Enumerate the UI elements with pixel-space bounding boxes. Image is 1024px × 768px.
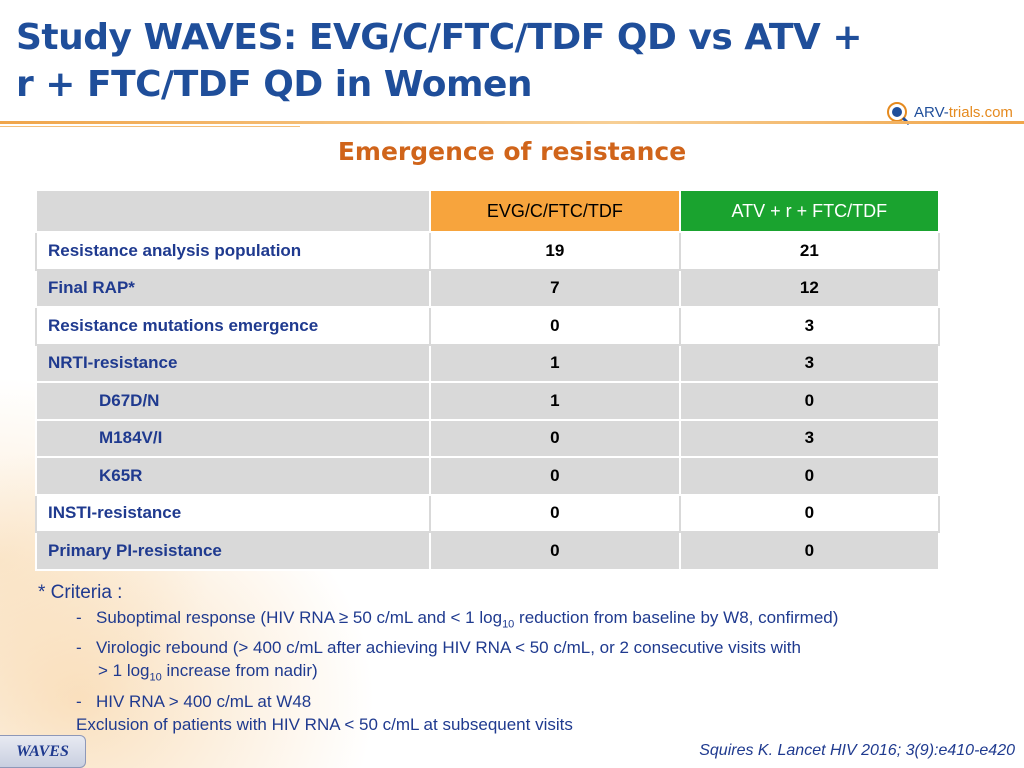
table-row: Resistance analysis population 19 21 [34, 231, 941, 271]
criteria-item: - HIV RNA > 400 c/mL at W48 [38, 690, 998, 713]
evg-value: 0 [429, 531, 681, 571]
criteria-text-continued: > 1 log10 increase from nadir) [98, 661, 318, 684]
evg-value: 0 [429, 456, 681, 496]
logo-text: ARV-trials.com [914, 103, 1013, 121]
evg-value: 1 [429, 381, 681, 421]
atv-value: 3 [678, 418, 941, 458]
row-label: D67D/N [34, 381, 432, 421]
atv-value: 21 [678, 231, 941, 271]
atv-value: 0 [678, 381, 941, 421]
table-row: K65R 0 0 [34, 456, 941, 496]
page-title: Study WAVES: EVG/C/FTC/TDF QD vs ATV + r… [16, 17, 862, 105]
criteria-item: - Suboptimal response (HIV RNA ≥ 50 c/mL… [38, 606, 998, 636]
bullet-dash: - [76, 608, 82, 627]
criteria-text: Virologic rebound (> 400 c/mL after achi… [96, 638, 801, 658]
bullet-dash: - [76, 638, 82, 658]
evg-value: 19 [429, 231, 681, 271]
table-row: Resistance mutations emergence 0 3 [34, 306, 941, 346]
criteria-item: - Virologic rebound (> 400 c/mL after ac… [38, 636, 998, 689]
evg-value: 1 [429, 343, 681, 383]
row-label: Primary PI-resistance [34, 531, 432, 571]
criteria-heading: * Criteria : [38, 582, 123, 603]
resistance-table: EVG/C/FTC/TDF ATV + r + FTC/TDF Resistan… [34, 189, 941, 571]
header-atv: ATV + r + FTC/TDF [678, 189, 941, 233]
criteria-text: Suboptimal response (HIV RNA ≥ 50 c/mL a… [96, 608, 839, 631]
atv-value: 0 [678, 493, 941, 533]
table-row: M184V/I 0 3 [34, 418, 941, 458]
row-label: NRTI-resistance [34, 343, 432, 383]
evg-value: 0 [429, 418, 681, 458]
title-divider [0, 121, 1024, 124]
row-label: Resistance mutations emergence [34, 306, 432, 346]
arv-trials-logo: ARV-trials.com [886, 98, 1016, 126]
evg-value: 0 [429, 306, 681, 346]
table-row: Final RAP* 7 12 [34, 268, 941, 308]
criteria-notes: * Criteria : - Suboptimal response (HIV … [38, 582, 998, 736]
atv-value: 3 [678, 306, 941, 346]
row-label: K65R [34, 456, 432, 496]
atv-value: 12 [678, 268, 941, 308]
section-subtitle: Emergence of resistance [337, 137, 687, 166]
row-label: Final RAP* [34, 268, 432, 308]
row-label: M184V/I [34, 418, 432, 458]
table-header-row: EVG/C/FTC/TDF ATV + r + FTC/TDF [34, 189, 941, 233]
evg-value: 0 [429, 493, 681, 533]
bullet-dash: - [76, 691, 82, 711]
table-row: Primary PI-resistance 0 0 [34, 531, 941, 571]
atv-value: 0 [678, 456, 941, 496]
study-tag: WAVES [0, 735, 86, 768]
table-row: NRTI-resistance 1 3 [34, 343, 941, 383]
atv-value: 0 [678, 531, 941, 571]
table-row: INSTI-resistance 0 0 [34, 493, 941, 533]
evg-value: 7 [429, 268, 681, 308]
citation: Squires K. Lancet HIV 2016; 3(9):e410-e4… [699, 742, 1015, 759]
row-label: INSTI-resistance [34, 493, 432, 533]
atv-value: 3 [678, 343, 941, 383]
exclusion-note: Exclusion of patients with HIV RNA < 50 … [76, 714, 573, 734]
title-divider-thin [0, 126, 300, 127]
table-row: D67D/N 1 0 [34, 381, 941, 421]
header-evg: EVG/C/FTC/TDF [429, 189, 681, 233]
header-corner-cell [34, 189, 432, 233]
row-label: Resistance analysis population [34, 231, 432, 271]
criteria-text: HIV RNA > 400 c/mL at W48 [96, 691, 312, 711]
